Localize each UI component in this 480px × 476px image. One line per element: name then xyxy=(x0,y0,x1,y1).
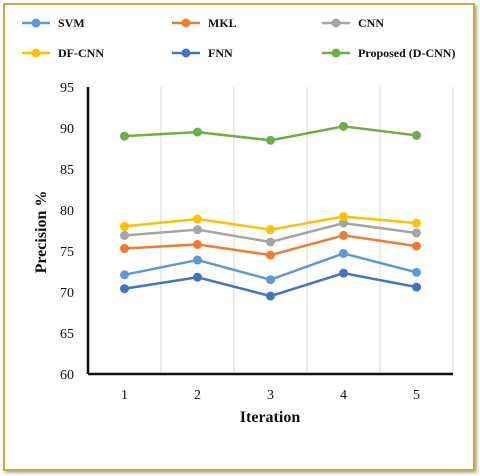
series-fnn xyxy=(120,268,421,301)
data-point-proposed-d-cnn xyxy=(412,130,421,140)
data-point-cnn xyxy=(266,237,275,247)
data-point-proposed-d-cnn xyxy=(266,135,275,145)
x-tick-label: 2 xyxy=(194,388,201,403)
y-axis-title: Precision % xyxy=(33,191,50,274)
data-point-mkl xyxy=(412,241,421,251)
data-point-fnn xyxy=(193,272,202,282)
legend-marker xyxy=(31,18,41,28)
y-tick-label: 65 xyxy=(60,327,74,342)
x-axis-title: Iteration xyxy=(240,409,301,426)
data-point-svm xyxy=(120,270,129,280)
data-point-svm xyxy=(193,255,202,265)
legend: SVM MKL CNN DF-CNN FNN Proposed (D-CNN) xyxy=(22,16,455,60)
data-point-cnn xyxy=(193,225,202,235)
y-tick-labels: 60 65 70 75 80 85 90 95 xyxy=(60,81,74,383)
axes xyxy=(86,87,453,376)
x-tick-label: 4 xyxy=(340,388,347,403)
y-tick-label: 75 xyxy=(60,245,74,260)
legend-item-fnn: FNN xyxy=(172,46,233,60)
y-tick-label: 60 xyxy=(60,368,74,383)
data-point-svm xyxy=(412,267,421,277)
series-svm xyxy=(120,248,421,285)
data-point-mkl xyxy=(193,239,202,249)
data-point-df-cnn xyxy=(412,218,421,228)
x-tick-label: 5 xyxy=(413,388,420,403)
series-cnn xyxy=(120,218,421,247)
series-mkl xyxy=(120,230,421,260)
legend-item-proposed-d-cnn: Proposed (D-CNN) xyxy=(322,46,455,60)
data-point-fnn xyxy=(412,282,421,292)
legend-marker xyxy=(181,18,191,28)
data-point-cnn xyxy=(339,218,348,228)
data-point-svm xyxy=(266,275,275,285)
x-tick-labels: 1 2 3 4 5 xyxy=(121,388,420,403)
legend-label: FNN xyxy=(208,46,233,60)
data-point-cnn xyxy=(412,228,421,238)
legend-label: Proposed (D-CNN) xyxy=(358,46,455,60)
data-point-df-cnn xyxy=(339,212,348,222)
data-point-proposed-d-cnn xyxy=(193,127,202,137)
y-tick-label: 70 xyxy=(60,286,74,301)
legend-marker xyxy=(31,48,41,58)
data-point-fnn xyxy=(339,268,348,278)
data-point-mkl xyxy=(266,250,275,260)
data-point-svm xyxy=(339,248,348,258)
grid-lines xyxy=(160,87,454,374)
y-tick-label: 95 xyxy=(60,81,74,96)
data-point-proposed-d-cnn xyxy=(339,121,348,131)
series-proposed-d-cnn xyxy=(120,121,421,145)
legend-marker xyxy=(181,48,191,58)
data-point-df-cnn xyxy=(120,221,129,231)
data-point-df-cnn xyxy=(193,214,202,224)
legend-label: DF-CNN xyxy=(58,46,104,60)
legend-label: SVM xyxy=(58,16,85,30)
data-point-proposed-d-cnn xyxy=(120,131,129,141)
legend-marker xyxy=(331,48,341,58)
legend-item-cnn: CNN xyxy=(322,16,384,30)
x-tick-label: 3 xyxy=(267,388,274,403)
legend-item-df-cnn: DF-CNN xyxy=(22,46,104,60)
data-point-mkl xyxy=(120,244,129,254)
legend-label: MKL xyxy=(208,16,237,30)
legend-marker xyxy=(331,18,341,28)
legend-item-svm: SVM xyxy=(22,16,85,30)
data-point-df-cnn xyxy=(266,225,275,235)
legend-label: CNN xyxy=(358,16,384,30)
legend-item-mkl: MKL xyxy=(172,16,237,30)
y-tick-label: 85 xyxy=(60,163,74,178)
y-tick-label: 90 xyxy=(60,122,74,137)
data-point-mkl xyxy=(339,230,348,240)
data-point-cnn xyxy=(120,230,129,240)
y-tick-label: 80 xyxy=(60,204,74,219)
data-point-fnn xyxy=(120,284,129,294)
series-group xyxy=(120,121,421,301)
data-point-fnn xyxy=(266,291,275,301)
series-df-cnn xyxy=(120,212,421,235)
x-tick-label: 1 xyxy=(121,388,128,403)
